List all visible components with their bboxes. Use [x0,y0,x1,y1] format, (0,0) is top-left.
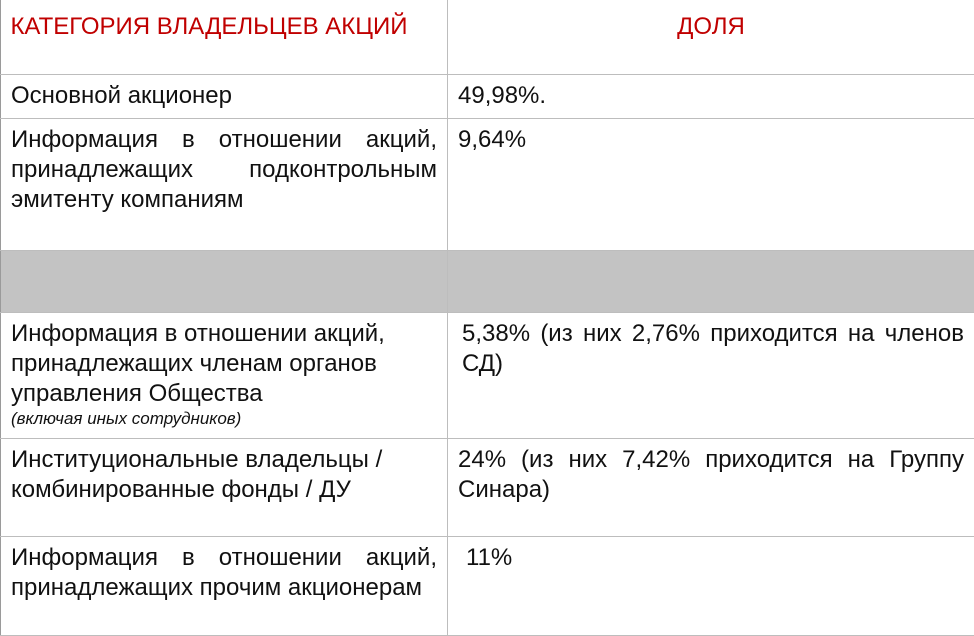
category-text: Информация в отношении акций, принадлежа… [1,119,447,215]
share-text: 5,38% (из них 2,76% приходится на членов… [448,313,974,379]
share-cell: 24% (из них 7,42% приходится на Группу С… [448,439,974,537]
category-text: Информация в отношении акций, принадлежа… [1,313,447,409]
category-note: (включая иных сотрудников) [1,409,447,429]
share-cell: 5,38% (из них 2,76% приходится на членов… [448,313,974,439]
header-category: КАТЕГОРИЯ ВЛАДЕЛЬЦЕВ АКЦИЙ [1,0,447,39]
header-cell-share: ДОЛЯ [448,0,974,75]
category-cell: Информация в отношении акций, принадлежа… [1,537,448,636]
table-row: Информация в отношении акций, принадлежа… [1,537,974,636]
category-text: Информация в отношении акций, принадлежа… [1,537,447,603]
blank-table-row [1,251,974,313]
table-row: Основной акционер 49,98%. [1,75,974,119]
share-text: 9,64% [448,119,974,155]
header-cell-category: КАТЕГОРИЯ ВЛАДЕЛЬЦЕВ АКЦИЙ [1,0,448,75]
table-row: Информация в отношении акций, принадлежа… [1,313,974,439]
category-text: Основной акционер [1,75,447,111]
share-text: 24% (из них 7,42% приходится на Группу С… [448,439,974,505]
share-text: 49,98%. [448,75,974,111]
share-cell: 49,98%. [448,75,974,119]
blank-cell [448,251,974,313]
category-cell: Информация в отношении акций, принадлежа… [1,313,448,439]
share-cell: 11% [448,537,974,636]
blank-cell [1,251,448,313]
share-cell: 9,64% [448,119,974,251]
category-text [1,251,447,257]
category-cell: Информация в отношении акций, принадлежа… [1,119,448,251]
table-row: Информация в отношении акций, принадлежа… [1,119,974,251]
table-row: Институциональные владельцы / комбиниров… [1,439,974,537]
category-text: Институциональные владельцы / комбиниров… [1,439,447,505]
share-text [448,251,974,257]
header-share: ДОЛЯ [448,0,974,39]
category-cell: Институциональные владельцы / комбиниров… [1,439,448,537]
share-text: 11% [448,537,974,573]
table-header-row: КАТЕГОРИЯ ВЛАДЕЛЬЦЕВ АКЦИЙ ДОЛЯ [1,0,974,75]
category-cell: Основной акционер [1,75,448,119]
